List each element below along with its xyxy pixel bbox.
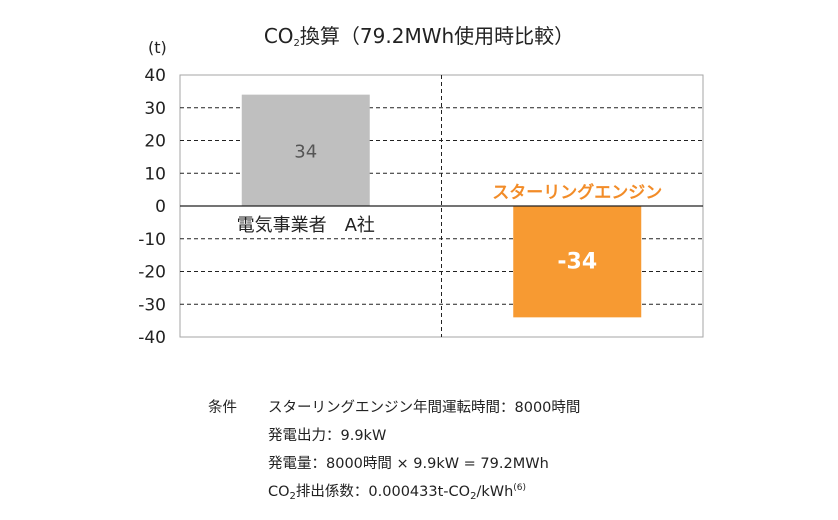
bar-1 <box>513 206 642 318</box>
data-label: 34 <box>294 141 317 162</box>
conditions-heading: 条件 <box>208 400 237 416</box>
y-tick-label: -20 <box>138 263 166 283</box>
y-tick-label: 30 <box>144 99 166 119</box>
condition-emission-factor: CO2排出係数：0.000433t-CO2/kWh(6) <box>268 483 527 502</box>
y-tick-label: -10 <box>138 230 166 250</box>
condition-operating-hours: スターリングエンジン年間運転時間：8000時間 <box>268 400 581 416</box>
y-tick-label: -40 <box>138 328 166 348</box>
title-subscript: 2 <box>293 38 300 49</box>
y-tick-label: 10 <box>144 164 166 184</box>
data-label: -34 <box>557 250 597 275</box>
bar-chart: 40 30 20 10 0 -10 -20 -30 -40 34 電気事業者 A社 -34 スターリング… <box>138 66 704 348</box>
title-prefix: CO <box>263 24 294 48</box>
bar-0 <box>241 94 370 206</box>
y-tick-label: -30 <box>138 295 166 315</box>
category-label: 電気事業者 A社 <box>237 215 375 236</box>
y-tick-label: 20 <box>144 132 166 152</box>
title-rest: 換算（79.2MWh使用時比較） <box>299 24 575 48</box>
y-tick-label: 0 <box>155 197 166 217</box>
condition-output: 発電出力：9.9kW <box>268 428 387 444</box>
category-label: スターリングエンジン <box>492 182 662 203</box>
y-axis-unit: (t) <box>148 38 167 57</box>
condition-generation: 発電量：8000時間 × 9.9kW = 79.2MWh <box>268 456 549 472</box>
chart-title: CO2換算（79.2MWh使用時比較） <box>0 20 838 49</box>
y-tick-label: 40 <box>144 66 166 86</box>
